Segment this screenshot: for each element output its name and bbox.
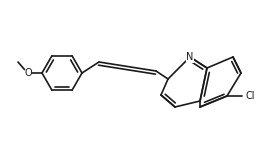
Text: Cl: Cl	[245, 91, 255, 101]
Text: N: N	[186, 52, 194, 62]
Text: O: O	[24, 68, 32, 78]
